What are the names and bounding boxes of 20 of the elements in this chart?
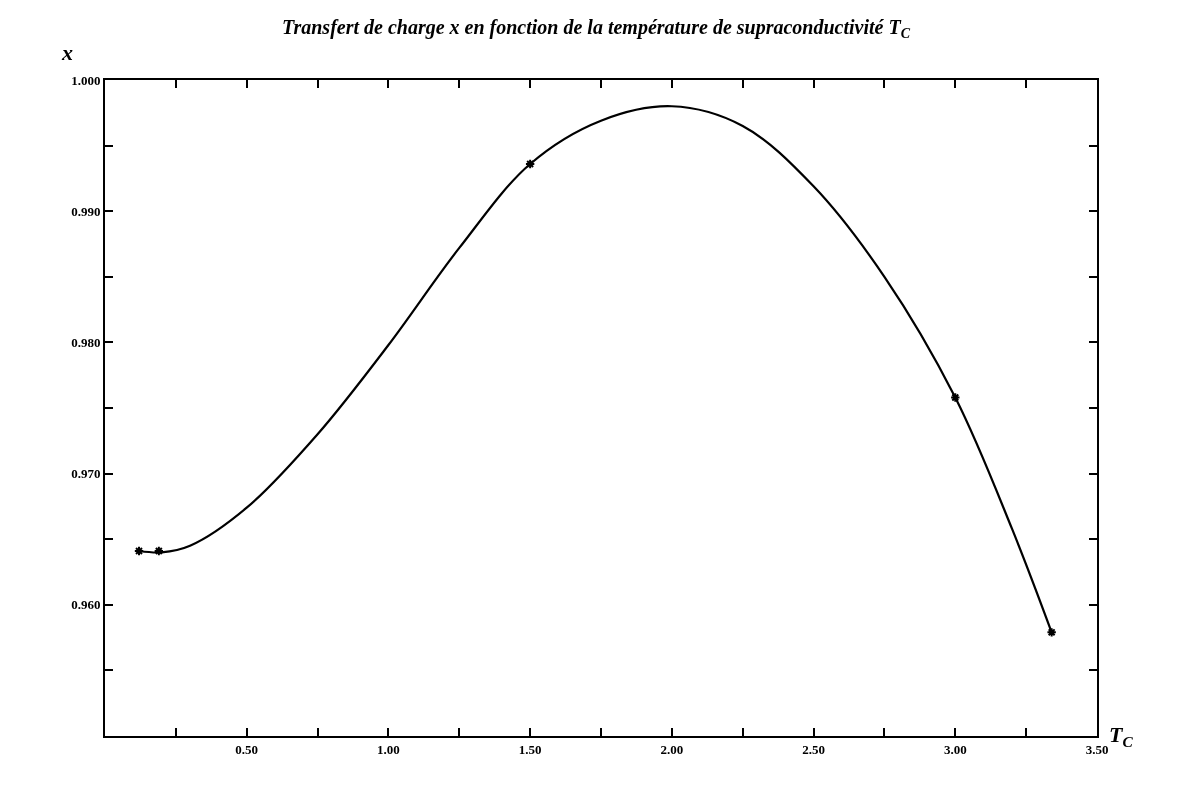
x-axis-title: T$_{C}$ (1109, 722, 1134, 750)
y-tick-label: 0.960 (71, 597, 101, 613)
x-tick-label: 1.00 (377, 741, 400, 757)
point (1046, 627, 1057, 638)
chart-title: Transfert de charge x en fonction de la température de supraconductivité T$_{C}$ (281, 15, 911, 42)
point (524, 158, 536, 170)
x-tick-label: 2.50 (802, 741, 825, 757)
x-tick-label: 2.00 (660, 741, 684, 757)
y-tick-label: 0.970 (71, 466, 101, 482)
x-tick-label: 0.50 (235, 741, 259, 757)
point (950, 392, 961, 403)
x-tick-label: 1.50 (518, 741, 542, 757)
point (133, 545, 145, 557)
y-axis-title: x (61, 40, 73, 65)
y-tick-label: 0.980 (71, 334, 101, 350)
x-tick-label: 3.50 (1085, 741, 1109, 757)
y-tick-label: 1.000 (71, 72, 101, 88)
x-tick-label: 3.00 (943, 741, 967, 757)
y-tick-label: 0.990 (71, 203, 101, 219)
point (153, 545, 165, 557)
